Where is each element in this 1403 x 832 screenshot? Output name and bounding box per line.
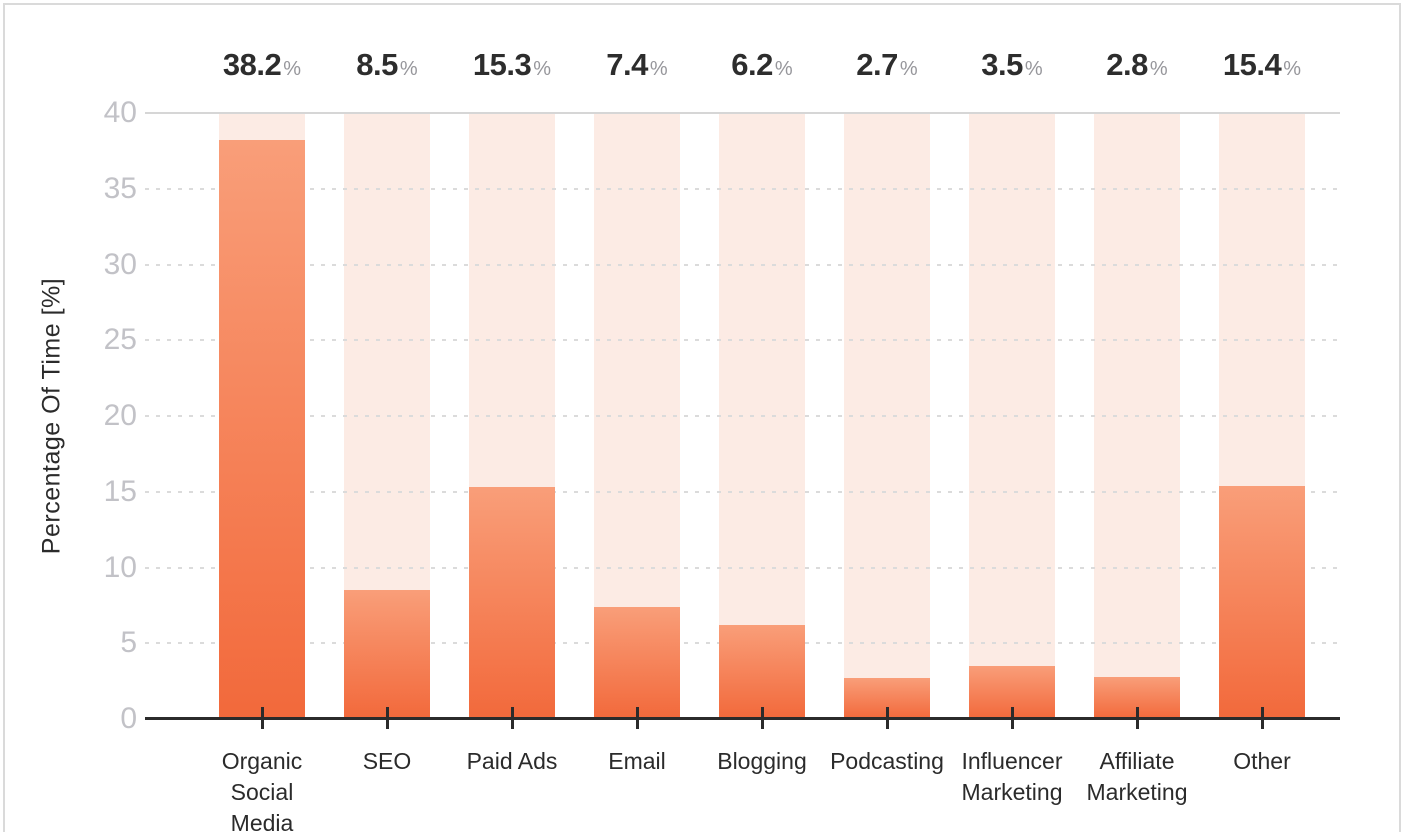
y-tick-label: 10 <box>103 550 137 584</box>
value-percent-sign: % <box>774 58 793 80</box>
x-axis-line <box>145 717 1340 720</box>
category-label: SEO <box>362 748 412 774</box>
value-number: 15.3 <box>472 47 532 82</box>
gridline <box>145 566 1340 569</box>
gridline <box>145 263 1340 266</box>
category-label: Email <box>608 748 666 774</box>
value-percent-sign: % <box>1149 58 1168 80</box>
value-label: 7.4% <box>562 44 712 86</box>
bar <box>469 487 555 719</box>
bar <box>594 606 680 719</box>
value-percent-sign: % <box>533 58 552 80</box>
gridline <box>145 490 1340 493</box>
x-axis-tick-mark <box>885 707 889 729</box>
category-label: Podcasting <box>830 748 944 774</box>
value-number: 2.7 <box>856 47 898 82</box>
x-axis-tick-mark <box>1010 707 1014 729</box>
y-tick-label: 30 <box>103 247 137 281</box>
value-number: 3.5 <box>981 47 1023 82</box>
value-label: 2.7% <box>812 44 962 86</box>
y-tick-label: 0 <box>120 702 137 735</box>
y-tick-label: 5 <box>120 626 137 660</box>
value-number: 6.2 <box>731 47 773 82</box>
value-label: 6.2% <box>687 44 837 86</box>
y-tick-label: 40 <box>103 96 137 129</box>
category-label: Blogging <box>717 748 807 774</box>
x-axis-tick-mark <box>635 707 639 729</box>
value-label: 2.8% <box>1062 44 1212 86</box>
gridline <box>145 339 1340 342</box>
gridline <box>145 187 1340 190</box>
category-label: Other <box>1233 748 1291 774</box>
x-axis-tick-mark <box>385 707 389 729</box>
y-tick-label: 20 <box>103 399 137 432</box>
value-label: 15.3% <box>437 44 587 86</box>
value-percent-sign: % <box>1024 58 1043 80</box>
category-label: Affiliate Marketing <box>1086 748 1188 805</box>
value-number: 15.4 <box>1222 47 1282 82</box>
x-axis-tick-mark <box>760 707 764 729</box>
value-number: 38.2 <box>222 47 282 82</box>
value-percent-sign: % <box>1283 58 1302 80</box>
category-label: Organic Social Media <box>221 748 303 832</box>
value-label: 3.5% <box>937 44 1087 86</box>
y-tick-label: 15 <box>103 474 137 508</box>
y-tick-label: 25 <box>103 323 137 357</box>
x-axis-tick-mark <box>1135 707 1139 729</box>
gridline <box>145 415 1340 417</box>
gridline <box>145 112 1340 114</box>
bar <box>719 625 805 719</box>
category-label: Paid Ads <box>466 748 558 774</box>
y-tick-label: 35 <box>103 171 137 205</box>
value-label: 15.4% <box>1187 44 1337 86</box>
value-number: 2.8 <box>1106 47 1148 82</box>
category-label: Influencer Marketing <box>961 748 1063 805</box>
value-number: 8.5 <box>356 47 398 82</box>
x-axis-tick-mark <box>1260 707 1264 729</box>
bar <box>1219 485 1305 719</box>
x-axis-tick-mark <box>510 707 514 729</box>
bar <box>344 590 430 719</box>
value-percent-sign: % <box>283 58 302 80</box>
value-number: 7.4 <box>606 47 648 82</box>
value-percent-sign: % <box>899 58 918 80</box>
value-percent-sign: % <box>649 58 668 80</box>
value-label: 38.2% <box>187 44 337 86</box>
x-axis-tick-mark <box>260 707 264 729</box>
value-percent-sign: % <box>399 58 418 80</box>
value-label: 8.5% <box>312 44 462 86</box>
bar <box>219 140 305 719</box>
